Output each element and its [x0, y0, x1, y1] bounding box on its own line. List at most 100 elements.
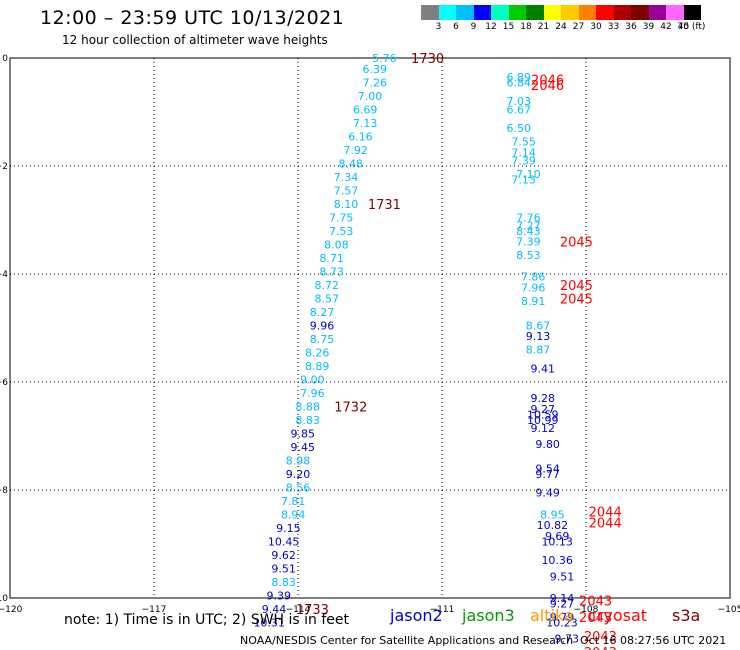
timestamp-text: Oct 16 08:27:56 UTC 2021 [580, 634, 727, 647]
color-swatch [683, 5, 701, 20]
color-legend-label: 15 [502, 22, 515, 32]
time-annotation: 1732 [334, 400, 367, 415]
data-point-cryosat: 9.28 [531, 392, 556, 405]
y-tick-label: −4 [0, 270, 8, 280]
color-legend-bar [421, 5, 701, 20]
data-point-cryosat: 9.27 [550, 597, 575, 610]
data-point-cryosat: 7.03 [507, 95, 532, 108]
data-point-s3a: 8.88 [295, 400, 320, 413]
data-point-cryosat: 9.79 [550, 611, 575, 624]
data-point-cryosat: 9.54 [535, 462, 560, 475]
data-point-s3a: 9.45 [291, 441, 316, 454]
time-annotation: 2046 [531, 79, 564, 94]
data-point-cryosat: 7.39 [511, 155, 536, 168]
data-point-s3a: 7.53 [329, 225, 354, 238]
data-point-s3a: 8.57 [315, 292, 340, 305]
data-point-cryosat: 8.53 [516, 249, 541, 262]
data-point-cryosat: 7.39 [516, 236, 541, 249]
data-point-cryosat: 9.49 [535, 487, 560, 500]
data-point-s3a: 8.98 [286, 454, 311, 467]
color-swatch [421, 5, 439, 20]
data-point-cryosat: 10.10 [551, 649, 583, 650]
time-annotation: 2044 [589, 516, 622, 531]
data-point-cryosat: 6.67 [507, 103, 532, 116]
data-point-cryosat: 8.95 [540, 508, 565, 521]
color-legend-label: 12 [485, 22, 497, 32]
color-swatch [438, 5, 456, 20]
satellite-legend-jason2: jason2 [390, 606, 443, 625]
data-point-s3a: 9.20 [286, 468, 311, 481]
time-annotation: 2044 [589, 506, 622, 521]
data-point-s3a: 8.94 [281, 508, 306, 521]
color-swatch [543, 5, 561, 20]
data-point-s3a: 6.16 [348, 130, 373, 143]
time-annotation: 2043 [584, 646, 617, 650]
data-point-s3a: 8.26 [305, 346, 330, 359]
time-annotation: 2045 [560, 292, 593, 307]
data-point-s3a: 7.96 [300, 387, 325, 400]
color-swatch [596, 5, 614, 20]
data-point-cryosat: 7.10 [516, 168, 541, 181]
data-point-s3a: 7.57 [334, 184, 359, 197]
satellite-legend-s3a: s3a [672, 606, 701, 625]
data-point-s3a: 9.62 [271, 549, 296, 562]
color-swatch [473, 5, 491, 20]
data-point-s3a: 7.75 [329, 211, 354, 224]
data-point-s3a: 7.26 [363, 76, 388, 89]
data-point-s3a: 8.89 [305, 360, 330, 373]
x-tick-label: −105 [718, 605, 740, 615]
color-swatch [666, 5, 684, 20]
time-annotation: 1731 [368, 198, 401, 213]
data-point-cryosat: 9.80 [535, 438, 560, 451]
data-point-s3a: 5.76 [372, 52, 397, 65]
data-point-cryosat: 10.23 [546, 616, 578, 629]
data-point-s3a: 10.45 [268, 535, 300, 548]
data-point-cryosat: 8.87 [526, 344, 551, 357]
data-point-s3a: 7.00 [358, 90, 383, 103]
color-legend-label: 24 [555, 22, 567, 32]
y-tick-label: −6 [0, 378, 8, 388]
data-point-cryosat: 6.89 [507, 71, 532, 84]
satellite-legend-cryosat: cryosat [588, 606, 648, 625]
color-legend-label: 18 [520, 22, 532, 32]
y-tick-label: 0 [2, 54, 8, 64]
data-point-s3a: 8.75 [310, 333, 335, 346]
credit-text: NOAA/NESDIS Center for Satellite Applica… [240, 634, 574, 647]
data-point-s3a: 8.83 [295, 414, 320, 427]
data-point-cryosat: 10.59 [527, 408, 559, 421]
color-swatch [631, 5, 649, 20]
data-point-s3a: 8.10 [334, 198, 359, 211]
data-point-cryosat: 9.69 [545, 530, 570, 543]
page-title: 12:00 – 23:59 UTC 10/13/2021 [40, 7, 345, 29]
data-point-cryosat: 9.27 [531, 403, 556, 416]
satellite-legend-altika: altika [530, 606, 574, 625]
data-point-cryosat: 6.84 [507, 76, 532, 89]
color-legend-label: 30 [590, 22, 602, 32]
time-annotation: 2043 [579, 595, 612, 610]
data-point-cryosat: 8.67 [526, 319, 551, 332]
time-annotation: 2045 [560, 236, 593, 251]
time-annotation: 2046 [531, 74, 564, 89]
data-point-cryosat: 8.91 [521, 295, 546, 308]
time-annotation: 2045 [560, 279, 593, 294]
data-point-cryosat: 6.50 [507, 122, 532, 135]
data-point-s3a: 9.44 [262, 603, 287, 616]
units-note: note: 1) Time is in UTC; 2) SWH is in fe… [64, 612, 350, 628]
data-point-s3a: 8.27 [310, 306, 335, 319]
data-point-s3a: 9.15 [276, 522, 301, 535]
data-point-cryosat: 9.73 [555, 633, 580, 646]
y-tick-label: −8 [0, 486, 8, 496]
data-point-cryosat: 9.14 [550, 592, 575, 605]
color-swatch [561, 5, 579, 20]
data-point-s3a: 8.83 [271, 576, 296, 589]
color-swatch [491, 5, 509, 20]
y-tick-label: −2 [0, 162, 8, 172]
x-tick-label: −111 [430, 605, 455, 615]
data-point-s3a: 7.34 [334, 171, 359, 184]
data-point-s3a: 7.92 [343, 144, 368, 157]
data-point-s3a: 6.39 [363, 63, 388, 76]
data-point-s3a: 9.51 [271, 562, 296, 575]
data-point-cryosat: 9.13 [526, 330, 551, 343]
color-legend-label: 3 [435, 22, 442, 32]
